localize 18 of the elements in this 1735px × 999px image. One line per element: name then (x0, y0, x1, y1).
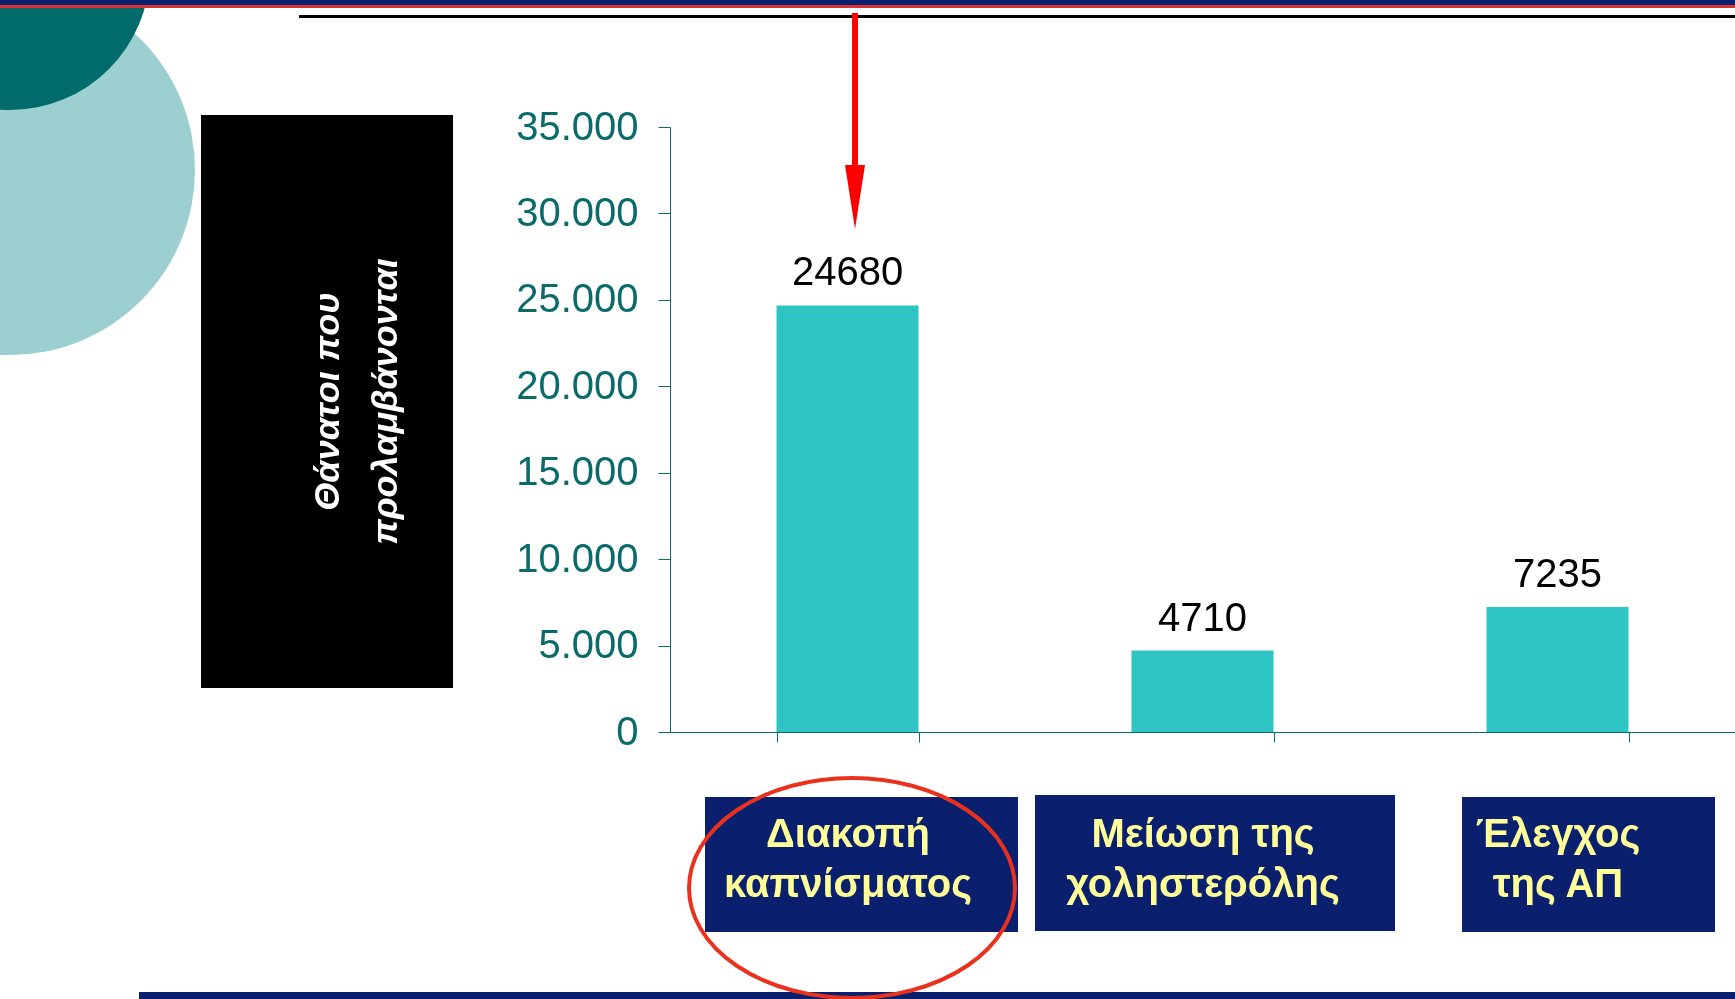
x-tick-label: Έλεγχος της ΑΠ (1475, 810, 1641, 906)
x-tick-label: Διακοπή καπνίσματος (724, 810, 972, 906)
data-label: 7235 (1513, 550, 1602, 595)
x-tick-label: Μείωση της χοληστερόλης (1066, 810, 1340, 906)
y-tick-label: 10.000 (516, 535, 639, 580)
data-label: 24680 (791, 249, 904, 294)
y-tick-label: 20.000 (516, 362, 639, 407)
y-tick-label: 15.000 (516, 449, 639, 494)
y-tick-label: 25.000 (516, 276, 639, 321)
y-tick-label: 5.000 (538, 622, 639, 667)
y-tick-label: 0 (616, 708, 639, 753)
bar (1486, 606, 1629, 732)
bar (1131, 650, 1274, 732)
y-tick-label: 30.000 (516, 189, 639, 234)
y-axis-title: Θάνατοι που προλαμβάνονται (305, 258, 405, 545)
y-tick-label: 35.000 (516, 103, 639, 148)
data-label: 4710 (1158, 594, 1247, 639)
bar (776, 305, 919, 732)
